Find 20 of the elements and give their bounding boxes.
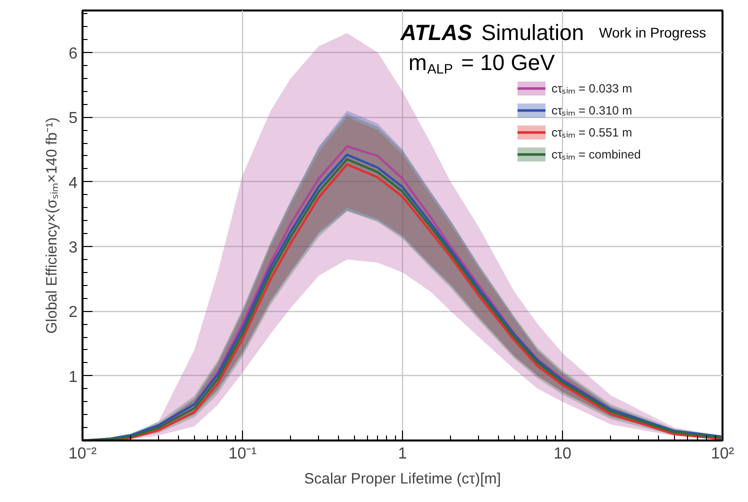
annotation: ATLAS xyxy=(400,20,473,45)
y-tick-label: 1 xyxy=(68,368,78,386)
annotation: Simulation xyxy=(481,20,584,45)
y-tick-label: 5 xyxy=(68,110,78,128)
x-tick-label: 10 xyxy=(554,446,572,462)
legend-label: cτₛᵢₘ = combined xyxy=(552,148,641,162)
y-tick-label: 4 xyxy=(68,174,78,192)
y-tick-label: 6 xyxy=(68,46,78,63)
x-tick-label: 10⁻² xyxy=(68,446,98,462)
legend-label: cτₛᵢₘ = 0.033 m xyxy=(552,82,632,96)
legend-label: cτₛᵢₘ = 0.310 m xyxy=(552,104,632,118)
annotation: Work in Progress xyxy=(599,24,706,40)
y-tick-label: 3 xyxy=(68,240,78,257)
x-axis-title: Scalar Proper Lifetime (cτ)[m] xyxy=(304,470,501,488)
legend-label: cτₛᵢₘ = 0.551 m xyxy=(552,126,632,140)
x-tick-label: 1 xyxy=(398,446,408,462)
y-tick-label: 2 xyxy=(68,304,78,322)
x-tick-label: 10⁻¹ xyxy=(228,446,257,462)
x-tick-label: 10² xyxy=(710,446,735,462)
y-axis-title: Global Efficiency×(σₛᵢₘ×140 fb⁻¹) xyxy=(44,117,61,334)
